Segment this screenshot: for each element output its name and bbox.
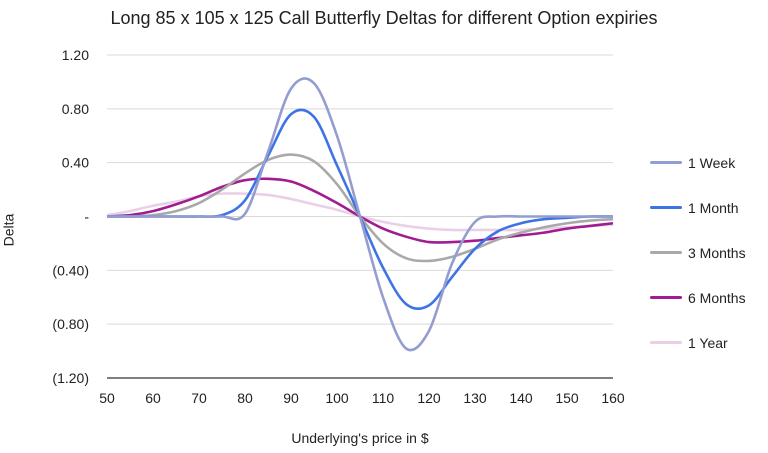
legend-item: 1 Month	[650, 185, 746, 230]
legend-item: 1 Week	[650, 140, 746, 185]
y-tick-label: (0.40)	[52, 262, 89, 278]
y-tick-labels: 1.20 0.80 0.40 - (0.40) (0.80) (1.20)	[52, 47, 89, 386]
x-tick-label: 60	[145, 390, 161, 406]
x-tick-label: 150	[555, 390, 579, 406]
x-tick-label: 80	[237, 390, 253, 406]
legend-label: 1 Month	[688, 199, 739, 216]
legend-label: 1 Year	[688, 334, 728, 351]
legend-label: 6 Months	[688, 289, 746, 306]
legend-swatch	[650, 341, 682, 344]
series-line-1-week	[106, 77, 613, 352]
x-tick-label: 70	[191, 390, 207, 406]
x-tick-label: 130	[463, 390, 487, 406]
x-tick-label: 50	[99, 390, 115, 406]
legend-item: 1 Year	[650, 320, 746, 365]
y-tick-label: (0.80)	[52, 316, 89, 332]
legend: 1 Week 1 Month 3 Months 6 Months 1 Year	[650, 140, 746, 365]
legend-label: 1 Week	[688, 154, 736, 171]
x-tick-label: 110	[372, 390, 395, 406]
legend-label: 3 Months	[688, 244, 746, 261]
x-axis-label: Underlying's price in $	[291, 430, 429, 446]
series-line-6-months	[106, 177, 614, 244]
series-line-3-months	[106, 153, 614, 263]
y-tick-label: (1.20)	[52, 370, 89, 386]
legend-swatch	[650, 206, 682, 209]
x-tick-label: 120	[417, 390, 441, 406]
legend-swatch	[650, 161, 682, 164]
y-axis-label: Delta	[0, 213, 17, 247]
x-tick-label: 160	[601, 390, 625, 406]
x-tick-label: 100	[325, 390, 349, 406]
y-tick-label: 0.80	[62, 101, 89, 117]
legend-swatch	[650, 251, 682, 254]
legend-item: 3 Months	[650, 230, 746, 275]
y-tick-label: 0.40	[62, 155, 89, 171]
chart-title: Long 85 x 105 x 125 Call Butterfly Delta…	[110, 8, 658, 28]
y-tick-label: 1.20	[62, 47, 89, 63]
legend-swatch	[650, 296, 682, 299]
legend-item: 6 Months	[650, 275, 746, 320]
series-lines	[106, 77, 614, 352]
x-tick-labels: 50 60 70 80 90 100 110 120 130 140 150 160	[99, 390, 625, 406]
y-tick-label: -	[84, 209, 89, 225]
x-tick-label: 90	[283, 390, 299, 406]
x-tick-label: 140	[509, 390, 533, 406]
